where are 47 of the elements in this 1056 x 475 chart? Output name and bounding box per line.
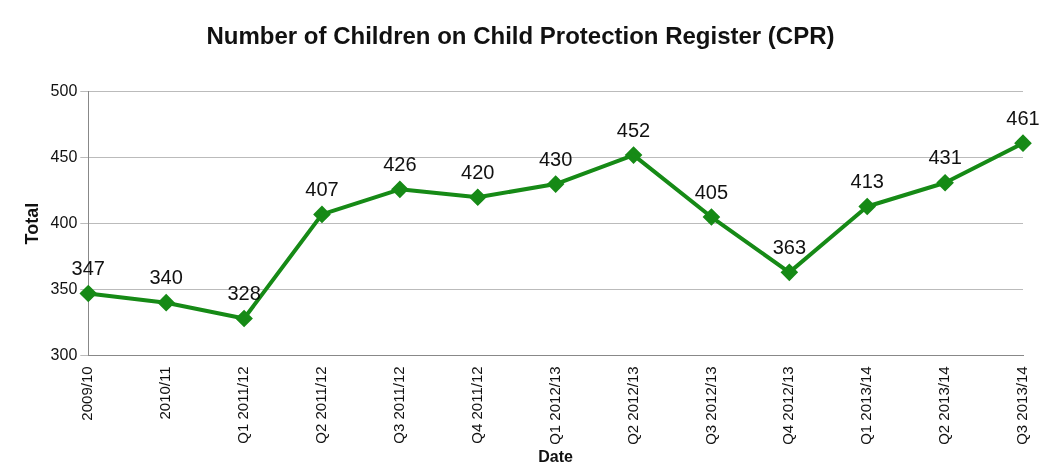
x-tick-label: Q4 2011/12 — [467, 366, 485, 444]
x-tick-label: Q3 2012/13 — [701, 366, 719, 445]
y-tick-label: 500 — [50, 82, 78, 100]
y-tick-label: 300 — [50, 345, 78, 363]
data-label: 426 — [383, 152, 417, 175]
point — [469, 189, 486, 206]
data-label: 461 — [1006, 106, 1040, 129]
y-tick-label: 450 — [50, 148, 78, 166]
point — [391, 181, 408, 198]
data-label: 413 — [850, 169, 884, 192]
point — [859, 198, 876, 215]
y-tick-label: 400 — [50, 214, 78, 232]
x-tick-label: 2009/10 — [78, 366, 96, 421]
point — [1015, 135, 1031, 152]
data-label: 405 — [694, 180, 729, 203]
chart-title: Number of Children on Child Protection Register (CPR) — [206, 22, 835, 50]
point — [781, 264, 798, 281]
point — [313, 206, 330, 223]
x-tick-label: Q1 2012/13 — [545, 366, 563, 445]
x-tick-label: Q1 2013/14 — [857, 366, 875, 445]
x-tick-label: Q2 2013/14 — [935, 366, 953, 445]
x-tick-label: Q3 2011/12 — [390, 366, 407, 444]
point — [547, 176, 564, 193]
point — [703, 209, 720, 226]
data-label: 452 — [616, 118, 651, 141]
x-tick-label: 2010/11 — [156, 366, 174, 420]
point — [937, 174, 954, 191]
point — [625, 147, 642, 164]
x-tick-label: Q1 2011/12 — [234, 366, 252, 444]
point — [236, 310, 253, 327]
point — [80, 285, 97, 302]
data-label: 363 — [772, 235, 807, 258]
x-axis-title: Date — [538, 447, 574, 465]
x-tick-label: Q3 2013/14 — [1013, 366, 1031, 445]
x-tick-label: Q4 2012/13 — [779, 366, 797, 445]
y-axis-title: Total — [21, 202, 42, 245]
y-tick-label: 350 — [50, 279, 78, 297]
point — [158, 294, 175, 311]
data-label: 407 — [305, 177, 339, 200]
data-label: 340 — [149, 266, 183, 289]
x-tick-label: Q2 2011/12 — [312, 366, 330, 444]
data-label: 347 — [71, 256, 105, 279]
data-label: 431 — [928, 146, 962, 169]
data-label: 430 — [538, 147, 573, 170]
data-label: 328 — [227, 282, 261, 305]
data-label: 420 — [461, 160, 495, 183]
x-tick-label: Q2 2012/13 — [623, 366, 641, 445]
